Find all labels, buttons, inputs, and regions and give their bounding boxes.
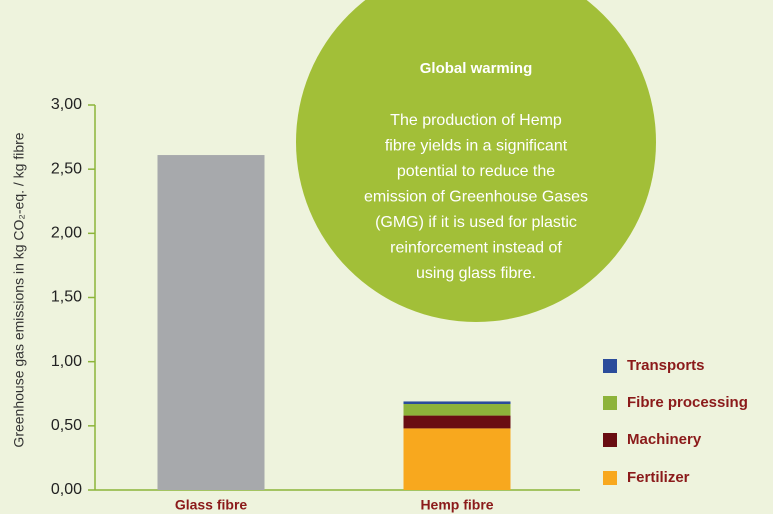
- y-tick-label: 1,00: [51, 353, 82, 370]
- annotation-line: fibre yields in a significant: [385, 138, 568, 155]
- annotation-line: The production of Hemp: [390, 112, 562, 129]
- x-tick-label: Glass fibre: [175, 497, 248, 513]
- annotation-line: (GMG) if it is used for plastic: [375, 214, 577, 231]
- legend-label: Machinery: [627, 431, 702, 448]
- annotation-line: emission of Greenhouse Gases: [364, 189, 588, 206]
- y-tick-label: 0,00: [51, 481, 82, 498]
- annotation-line: reinforcement instead of: [390, 240, 562, 257]
- y-tick-label: 3,00: [51, 96, 82, 113]
- legend-swatch: [603, 433, 617, 447]
- bar-segment: [403, 401, 511, 405]
- legend-label: Transports: [627, 357, 705, 374]
- annotation-line: potential to reduce the: [397, 163, 555, 180]
- bar-segment: [403, 428, 511, 490]
- y-tick-label: 2,00: [51, 225, 82, 242]
- legend-label: Fibre processing: [627, 394, 748, 411]
- legend-swatch: [603, 396, 617, 410]
- annotation-bubble: [296, 0, 656, 322]
- legend-swatch: [603, 471, 617, 485]
- annotation-title: Global warming: [420, 60, 533, 77]
- y-tick-label: 0,50: [51, 417, 82, 434]
- legend-swatch: [603, 359, 617, 373]
- y-axis-label: Greenhouse gas emissions in kg CO₂-eq. /…: [11, 132, 27, 447]
- bar-segment: [403, 404, 511, 416]
- y-tick-label: 1,50: [51, 289, 82, 306]
- annotation-line: using glass fibre.: [416, 265, 536, 282]
- bar: [157, 155, 265, 491]
- bar-segment: [403, 415, 511, 429]
- legend-label: Fertilizer: [627, 469, 690, 486]
- y-tick-label: 2,50: [51, 160, 82, 177]
- x-tick-label: Hemp fibre: [420, 497, 493, 513]
